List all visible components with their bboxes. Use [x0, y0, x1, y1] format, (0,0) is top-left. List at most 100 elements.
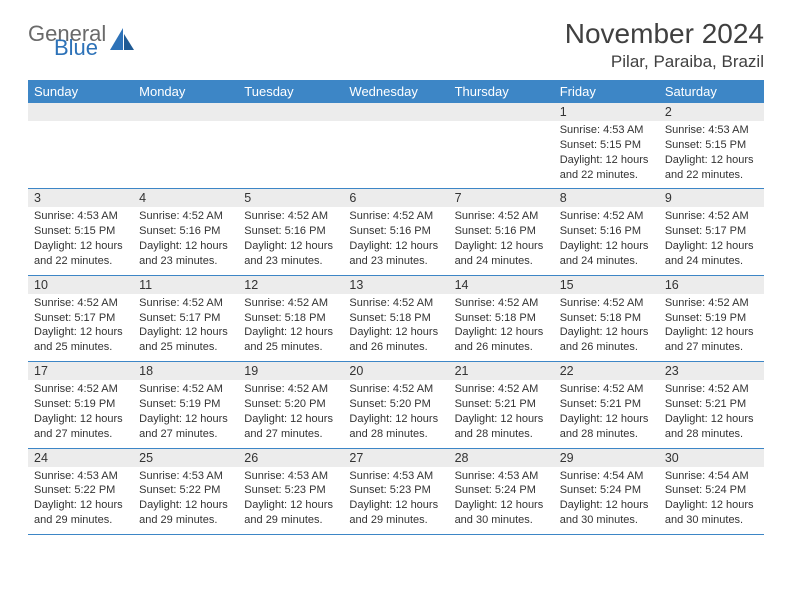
day-info: Sunrise: 4:52 AMSunset: 5:16 PMDaylight:… — [347, 207, 444, 268]
day-info: Sunrise: 4:52 AMSunset: 5:20 PMDaylight:… — [242, 380, 339, 441]
calendar-page: General Blue November 2024 Pilar, Paraib… — [0, 0, 792, 553]
day-cell: Sunrise: 4:53 AMSunset: 5:22 PMDaylight:… — [133, 467, 238, 534]
day-info: Sunrise: 4:52 AMSunset: 5:16 PMDaylight:… — [558, 207, 655, 268]
day-info: Sunrise: 4:53 AMSunset: 5:22 PMDaylight:… — [137, 467, 234, 528]
day-number: 6 — [343, 189, 448, 207]
day-number: 24 — [28, 449, 133, 467]
day-info: Sunrise: 4:52 AMSunset: 5:19 PMDaylight:… — [663, 294, 760, 355]
day-number: 9 — [659, 189, 764, 207]
day-info: Sunrise: 4:52 AMSunset: 5:21 PMDaylight:… — [453, 380, 550, 441]
day-info: Sunrise: 4:52 AMSunset: 5:17 PMDaylight:… — [137, 294, 234, 355]
day-cell: Sunrise: 4:52 AMSunset: 5:18 PMDaylight:… — [449, 294, 554, 361]
day-cell — [343, 121, 448, 188]
day-number — [449, 103, 554, 121]
day-cell: Sunrise: 4:53 AMSunset: 5:23 PMDaylight:… — [343, 467, 448, 534]
day-number: 27 — [343, 449, 448, 467]
day-info: Sunrise: 4:53 AMSunset: 5:15 PMDaylight:… — [32, 207, 129, 268]
day-number: 2 — [659, 103, 764, 121]
day-info: Sunrise: 4:52 AMSunset: 5:18 PMDaylight:… — [453, 294, 550, 355]
day-number — [238, 103, 343, 121]
day-cell: Sunrise: 4:54 AMSunset: 5:24 PMDaylight:… — [554, 467, 659, 534]
day-info: Sunrise: 4:52 AMSunset: 5:21 PMDaylight:… — [663, 380, 760, 441]
day-number: 16 — [659, 276, 764, 294]
month-title: November 2024 — [565, 18, 764, 50]
day-cell: Sunrise: 4:52 AMSunset: 5:16 PMDaylight:… — [449, 207, 554, 274]
daynum-row: 12 — [28, 103, 764, 121]
day-number: 21 — [449, 362, 554, 380]
daynum-row: 24252627282930 — [28, 449, 764, 467]
weekday-label: Monday — [133, 80, 238, 103]
day-number: 17 — [28, 362, 133, 380]
day-number: 5 — [238, 189, 343, 207]
sail-icon — [110, 28, 136, 50]
location: Pilar, Paraiba, Brazil — [565, 52, 764, 72]
day-cell: Sunrise: 4:52 AMSunset: 5:19 PMDaylight:… — [133, 380, 238, 447]
day-number: 10 — [28, 276, 133, 294]
day-info: Sunrise: 4:52 AMSunset: 5:18 PMDaylight:… — [347, 294, 444, 355]
day-info: Sunrise: 4:53 AMSunset: 5:15 PMDaylight:… — [558, 121, 655, 182]
day-number: 14 — [449, 276, 554, 294]
day-cell: Sunrise: 4:53 AMSunset: 5:15 PMDaylight:… — [28, 207, 133, 274]
day-info: Sunrise: 4:53 AMSunset: 5:15 PMDaylight:… — [663, 121, 760, 182]
day-number: 4 — [133, 189, 238, 207]
day-number: 13 — [343, 276, 448, 294]
day-cell: Sunrise: 4:52 AMSunset: 5:17 PMDaylight:… — [28, 294, 133, 361]
day-cell — [449, 121, 554, 188]
day-number: 23 — [659, 362, 764, 380]
week-row: Sunrise: 4:53 AMSunset: 5:22 PMDaylight:… — [28, 467, 764, 535]
day-cell: Sunrise: 4:52 AMSunset: 5:18 PMDaylight:… — [554, 294, 659, 361]
day-number: 30 — [659, 449, 764, 467]
day-number: 29 — [554, 449, 659, 467]
day-cell: Sunrise: 4:52 AMSunset: 5:18 PMDaylight:… — [343, 294, 448, 361]
day-info: Sunrise: 4:53 AMSunset: 5:24 PMDaylight:… — [453, 467, 550, 528]
daynum-row: 10111213141516 — [28, 276, 764, 294]
header: General Blue November 2024 Pilar, Paraib… — [28, 18, 764, 72]
day-number: 15 — [554, 276, 659, 294]
day-info: Sunrise: 4:52 AMSunset: 5:16 PMDaylight:… — [453, 207, 550, 268]
day-info: Sunrise: 4:52 AMSunset: 5:18 PMDaylight:… — [558, 294, 655, 355]
day-number — [28, 103, 133, 121]
day-info: Sunrise: 4:52 AMSunset: 5:16 PMDaylight:… — [137, 207, 234, 268]
day-cell: Sunrise: 4:52 AMSunset: 5:19 PMDaylight:… — [659, 294, 764, 361]
day-number: 18 — [133, 362, 238, 380]
day-cell: Sunrise: 4:53 AMSunset: 5:22 PMDaylight:… — [28, 467, 133, 534]
day-cell — [133, 121, 238, 188]
day-info: Sunrise: 4:53 AMSunset: 5:22 PMDaylight:… — [32, 467, 129, 528]
day-cell: Sunrise: 4:52 AMSunset: 5:21 PMDaylight:… — [449, 380, 554, 447]
daynum-row: 17181920212223 — [28, 362, 764, 380]
brand-part2: Blue — [54, 38, 106, 58]
weekday-label: Sunday — [28, 80, 133, 103]
day-cell: Sunrise: 4:53 AMSunset: 5:24 PMDaylight:… — [449, 467, 554, 534]
day-cell: Sunrise: 4:52 AMSunset: 5:16 PMDaylight:… — [238, 207, 343, 274]
day-cell — [28, 121, 133, 188]
day-number — [133, 103, 238, 121]
day-cell: Sunrise: 4:52 AMSunset: 5:16 PMDaylight:… — [133, 207, 238, 274]
weekday-label: Friday — [554, 80, 659, 103]
day-number: 25 — [133, 449, 238, 467]
day-info: Sunrise: 4:53 AMSunset: 5:23 PMDaylight:… — [242, 467, 339, 528]
day-info: Sunrise: 4:52 AMSunset: 5:19 PMDaylight:… — [137, 380, 234, 441]
day-number: 20 — [343, 362, 448, 380]
week-row: Sunrise: 4:53 AMSunset: 5:15 PMDaylight:… — [28, 121, 764, 189]
brand-logo: General Blue — [28, 18, 136, 58]
week-row: Sunrise: 4:53 AMSunset: 5:15 PMDaylight:… — [28, 207, 764, 275]
day-number: 1 — [554, 103, 659, 121]
day-number: 7 — [449, 189, 554, 207]
day-cell: Sunrise: 4:52 AMSunset: 5:17 PMDaylight:… — [659, 207, 764, 274]
title-block: November 2024 Pilar, Paraiba, Brazil — [565, 18, 764, 72]
day-info: Sunrise: 4:52 AMSunset: 5:18 PMDaylight:… — [242, 294, 339, 355]
weekday-header: SundayMondayTuesdayWednesdayThursdayFrid… — [28, 80, 764, 103]
day-cell: Sunrise: 4:53 AMSunset: 5:23 PMDaylight:… — [238, 467, 343, 534]
day-cell: Sunrise: 4:54 AMSunset: 5:24 PMDaylight:… — [659, 467, 764, 534]
day-info: Sunrise: 4:52 AMSunset: 5:19 PMDaylight:… — [32, 380, 129, 441]
day-cell: Sunrise: 4:52 AMSunset: 5:18 PMDaylight:… — [238, 294, 343, 361]
day-number — [343, 103, 448, 121]
day-cell — [238, 121, 343, 188]
day-cell: Sunrise: 4:52 AMSunset: 5:16 PMDaylight:… — [554, 207, 659, 274]
day-cell: Sunrise: 4:52 AMSunset: 5:17 PMDaylight:… — [133, 294, 238, 361]
day-number: 8 — [554, 189, 659, 207]
week-row: Sunrise: 4:52 AMSunset: 5:17 PMDaylight:… — [28, 294, 764, 362]
day-number: 22 — [554, 362, 659, 380]
day-cell: Sunrise: 4:52 AMSunset: 5:20 PMDaylight:… — [343, 380, 448, 447]
daynum-row: 3456789 — [28, 189, 764, 207]
